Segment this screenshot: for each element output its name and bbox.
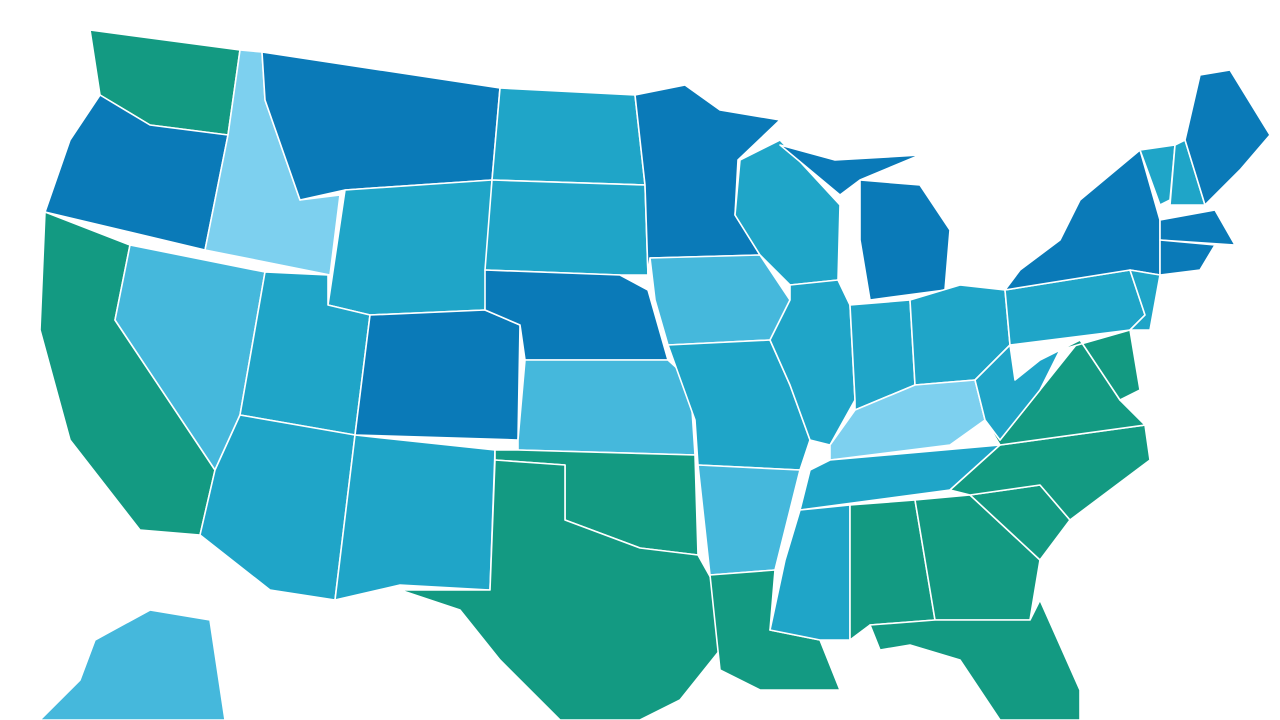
state — [334, 434, 496, 601]
state — [399, 459, 721, 720]
state — [1059, 329, 1141, 401]
state — [1159, 209, 1236, 246]
state — [491, 87, 646, 186]
state — [327, 179, 493, 316]
states — [39, 29, 1271, 720]
state — [869, 599, 1081, 720]
state — [1129, 269, 1161, 331]
state — [914, 494, 1041, 621]
state — [354, 309, 521, 441]
state — [709, 569, 841, 691]
state — [779, 144, 921, 196]
state — [517, 359, 696, 456]
state — [649, 254, 791, 346]
state — [39, 609, 226, 720]
state — [484, 179, 649, 276]
state — [1184, 69, 1271, 206]
state — [769, 279, 856, 446]
state — [1159, 239, 1216, 276]
